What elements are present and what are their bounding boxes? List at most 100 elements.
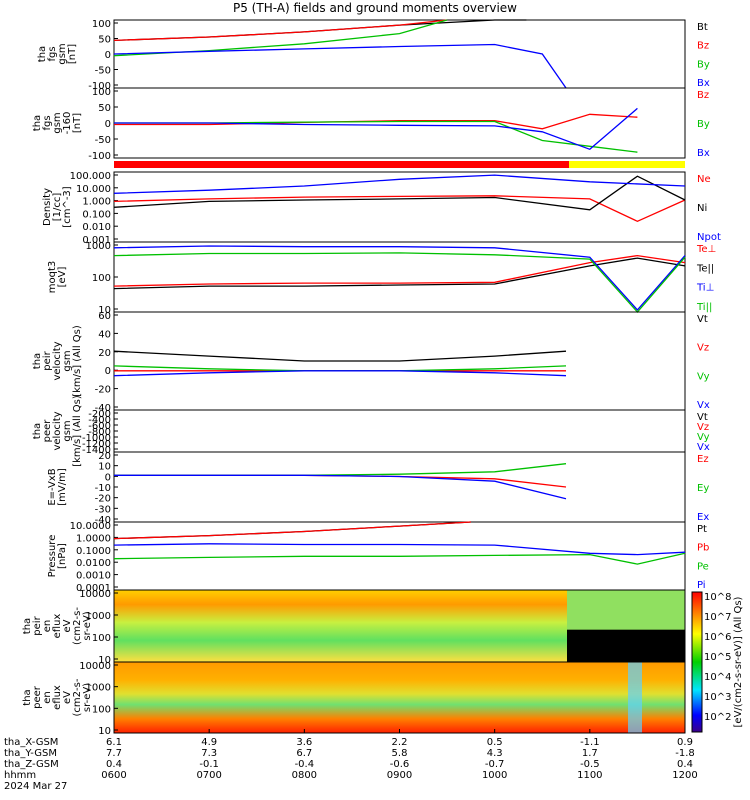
x-tick-label: 1000 bbox=[482, 770, 507, 781]
legend-entry: Pb bbox=[697, 543, 709, 554]
y-axis-label: tha bbox=[32, 115, 43, 131]
x-tick-label: -0.6 bbox=[390, 759, 410, 770]
x-tick-label: 0.4 bbox=[106, 759, 122, 770]
y-tick-label: 100 bbox=[92, 633, 111, 644]
legend-entry: Vx bbox=[697, 442, 710, 453]
legend-entry: Ez bbox=[697, 454, 709, 465]
y-tick-label: 1.0000 bbox=[76, 533, 111, 544]
y-axis-label: (cm2-s- bbox=[72, 678, 83, 716]
y-tick-label: -40 bbox=[95, 515, 111, 526]
x-row-label: hhmm bbox=[4, 770, 36, 781]
y-tick-label: 10000 bbox=[79, 661, 111, 672]
series-ni bbox=[113, 175, 686, 211]
y-tick-label: 20 bbox=[98, 451, 111, 462]
y-axis-label: [eV] bbox=[57, 267, 68, 288]
y-axis-label: peir bbox=[32, 615, 43, 635]
x-tick-label: -0.1 bbox=[199, 759, 219, 770]
legend-entry: Ey bbox=[697, 483, 709, 494]
y-tick-label: 40 bbox=[98, 329, 111, 340]
y-tick-label: -100 bbox=[88, 81, 111, 92]
y-tick-label: 100 bbox=[92, 87, 111, 98]
legend-entry: Ti⊥ bbox=[696, 283, 714, 294]
panel-frame bbox=[113, 451, 686, 523]
y-axis-label: Density bbox=[42, 188, 53, 226]
y-tick-label: 1000 bbox=[86, 683, 111, 694]
y-axis-label: [km/s] (All Qs) bbox=[72, 325, 83, 397]
y-tick-label: -800 bbox=[88, 427, 111, 438]
y-tick-label: 50 bbox=[98, 35, 111, 46]
legend-entry: Bt bbox=[697, 22, 708, 33]
y-axis-label: gsm bbox=[62, 350, 73, 371]
x-tick-label: 1100 bbox=[577, 770, 602, 781]
colorbar-label: [eV/(cm2-s-sr-eV)] (All Qs) bbox=[733, 596, 744, 727]
y-axis-label: (cm2-s- bbox=[72, 607, 83, 645]
panel-peer_flux: 10000 1000 100 10 tha peer en eflux eV (cm2-s-sr-… bbox=[22, 661, 686, 737]
series-by bbox=[114, 120, 638, 153]
x-tick-label: 7.7 bbox=[106, 748, 122, 759]
y-axis-label: [mV/m] bbox=[57, 468, 68, 506]
legend-entry: Vx bbox=[697, 400, 710, 411]
date-label: 2024 Mar 27 bbox=[4, 781, 67, 792]
legend-entry: Vz bbox=[697, 422, 709, 433]
region-bar-yellow bbox=[569, 161, 685, 168]
y-tick-label: 100 bbox=[92, 704, 111, 715]
y-tick-label: 0.1000 bbox=[76, 546, 111, 557]
x-tick-label: 5.8 bbox=[392, 748, 408, 759]
colorbar-tick-label: 10^3 bbox=[704, 692, 731, 703]
y-tick-label: 0.0100 bbox=[76, 558, 111, 569]
legend-entry: Te|| bbox=[696, 263, 714, 274]
y-axis-label: velocity bbox=[52, 411, 63, 450]
x-tick-label: 0.4 bbox=[677, 759, 693, 770]
y-tick-label: -40 bbox=[95, 403, 111, 414]
y-axis-label: Pressure bbox=[47, 535, 58, 578]
x-tick-label: -1.1 bbox=[580, 737, 600, 748]
legend-entry: Vz bbox=[697, 343, 709, 354]
x-tick-label: -0.4 bbox=[295, 759, 315, 770]
region-bar-red bbox=[114, 161, 569, 168]
series-te bbox=[113, 254, 686, 287]
legend-entry: Bz bbox=[697, 90, 709, 101]
y-axis-label: tha bbox=[32, 423, 43, 439]
y-axis-label: peer bbox=[32, 685, 43, 709]
series-pb bbox=[113, 521, 471, 540]
y-tick-label: 10 bbox=[98, 726, 111, 737]
y-axis-label: eflux bbox=[52, 614, 63, 639]
colorbar-tick-label: 10^4 bbox=[704, 672, 731, 683]
legend-entry: Pe bbox=[697, 561, 709, 572]
x-row-label: tha_Z-GSM bbox=[4, 759, 59, 770]
colorbar-tick-label: 10^2 bbox=[704, 712, 731, 723]
legend-entry: Bx bbox=[697, 148, 710, 159]
y-tick-label: 0.0010 bbox=[76, 571, 111, 582]
x-tick-label: 2.2 bbox=[392, 737, 408, 748]
x-row-label: tha_X-GSM bbox=[4, 737, 58, 748]
x-tick-label: 0800 bbox=[292, 770, 317, 781]
y-axis-label: fgs bbox=[42, 115, 53, 130]
y-tick-label: 100.000 bbox=[70, 171, 111, 182]
y-axis-label: gsm bbox=[52, 112, 63, 133]
legend-entry: Ex bbox=[697, 512, 709, 523]
y-axis-label: [cm^-3] bbox=[62, 186, 73, 227]
y-axis-label: tha bbox=[32, 353, 43, 369]
colorbar-tick-label: 10^5 bbox=[704, 652, 731, 663]
series-ey bbox=[114, 463, 567, 476]
y-axis-label: eflux bbox=[52, 685, 63, 710]
colorbar-tick-label: 10^7 bbox=[704, 612, 731, 623]
legend-entry: By bbox=[697, 119, 710, 130]
series-bx bbox=[113, 43, 567, 89]
panel-fgs_gse: 100 50 0 -50 -100 tha fgs gsm -160 [nT] Bz By Bx bbox=[32, 87, 710, 162]
colorbar-tick-label: 10^6 bbox=[704, 632, 731, 643]
x-row-label: tha_Y-GSM bbox=[4, 748, 57, 759]
y-axis-label: tha bbox=[22, 618, 33, 634]
y-tick-label: -50 bbox=[95, 135, 111, 146]
y-tick-label: 100 bbox=[92, 273, 111, 284]
y-tick-label: -1000 bbox=[82, 433, 111, 444]
y-tick-label: 0.0001 bbox=[76, 583, 111, 594]
y-tick-label: -1400 bbox=[82, 445, 111, 456]
y-tick-label: 50 bbox=[98, 103, 111, 114]
y-tick-label: 1000 bbox=[86, 611, 111, 622]
series-bz bbox=[113, 19, 448, 42]
y-tick-label: 10000 bbox=[79, 589, 111, 600]
